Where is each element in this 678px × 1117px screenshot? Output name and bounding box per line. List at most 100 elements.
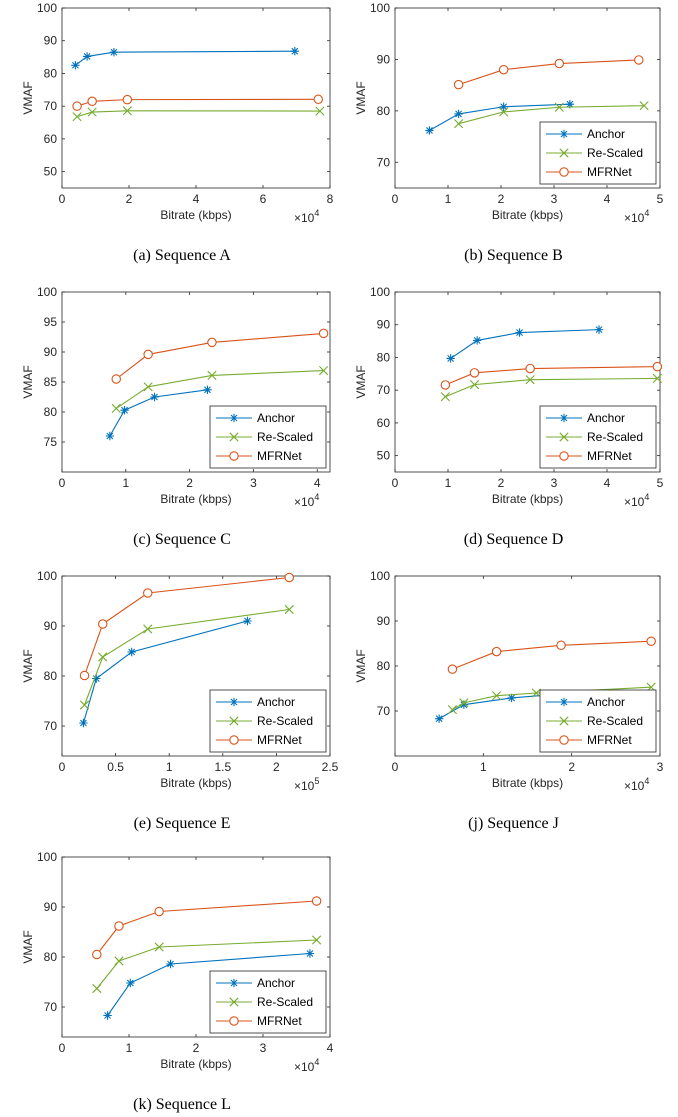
x-tick-label: 5 — [657, 192, 664, 206]
figure-caption: (c) Sequence C — [133, 531, 231, 548]
y-tick-label: 100 — [37, 569, 57, 583]
legend-entry-label: Re-Scaled — [587, 430, 643, 444]
legend: Anchor Re-Scaled MFRNet — [539, 689, 657, 753]
x-tick-label: 2 — [568, 760, 575, 774]
legend-entry-label: Anchor — [587, 411, 625, 425]
x-tick-label: 2.5 — [322, 760, 339, 774]
x-tick-label: 0 — [59, 192, 66, 206]
data-point — [290, 47, 300, 56]
series-line — [76, 110, 320, 118]
data-point — [639, 101, 649, 111]
legend: Anchor Re-Scaled MFRNet — [209, 689, 327, 753]
data-point — [143, 349, 153, 360]
y-tick-label: 80 — [44, 950, 58, 964]
data-point — [440, 392, 450, 402]
x-multiplier-exponent: 4 — [314, 1057, 319, 1067]
y-tick-label: 100 — [37, 1, 57, 15]
y-tick-label: 80 — [44, 66, 58, 80]
data-point — [507, 693, 516, 703]
x-tick-label: 0 — [392, 476, 399, 490]
legend: Anchor Re-Scaled MFRNet — [209, 405, 327, 469]
legend-swatch-marker — [559, 716, 569, 726]
data-point — [646, 636, 656, 646]
data-point — [87, 96, 97, 107]
x-multiplier-exponent: 4 — [644, 208, 649, 218]
x-axis-multiplier: ×104 — [294, 492, 319, 509]
y-axis-label: VMAF — [354, 81, 368, 114]
series-line — [115, 370, 324, 409]
x-multiplier-base: ×10 — [294, 1060, 315, 1074]
data-point — [446, 354, 455, 363]
y-axis-label: VMAF — [354, 365, 368, 398]
x-tick-label: 2 — [186, 476, 193, 490]
data-point — [105, 431, 115, 441]
x-axis-multiplier: ×104 — [624, 776, 649, 793]
legend-entry-label: Anchor — [257, 411, 295, 425]
legend-entry-label: Re-Scaled — [587, 146, 643, 160]
y-tick-label: 100 — [37, 285, 57, 299]
y-tick-label: 100 — [370, 569, 390, 583]
data-point — [109, 47, 119, 57]
data-point — [87, 107, 97, 117]
legend-swatch-marker — [229, 697, 239, 707]
legend-swatch-marker — [559, 432, 569, 442]
y-tick-label: 90 — [44, 619, 58, 633]
x-tick-label: 0.5 — [107, 760, 124, 774]
series-line — [83, 576, 290, 676]
legend-swatch-marker — [229, 997, 239, 1007]
data-point — [554, 102, 564, 112]
x-tick-label: 3 — [551, 476, 558, 490]
x-tick-label: 5 — [657, 476, 664, 490]
x-tick-label: 1.5 — [214, 760, 231, 774]
data-point — [92, 949, 102, 960]
data-point — [203, 385, 212, 394]
y-tick-label: 90 — [44, 345, 58, 359]
data-point — [79, 718, 88, 728]
data-point — [243, 616, 252, 626]
x-tick-label: 2 — [498, 192, 505, 206]
y-tick-label: 80 — [377, 104, 391, 118]
figure-caption: (e) Sequence E — [134, 815, 231, 832]
data-point — [515, 328, 524, 337]
data-point — [126, 978, 135, 988]
x-axis-label: Bitrate (kbps) — [160, 776, 231, 790]
data-point — [491, 691, 502, 701]
y-tick-label: 70 — [44, 719, 58, 733]
x-axis-label: Bitrate (kbps) — [160, 1057, 231, 1071]
data-point — [454, 109, 463, 119]
series-line — [438, 694, 550, 720]
series-line — [450, 329, 600, 359]
legend: Anchor Re-Scaled MFRNet — [539, 405, 657, 469]
legend-entry-label: MFRNet — [257, 1014, 302, 1028]
legend-swatch-marker — [229, 735, 239, 745]
figure-caption: (a) Sequence A — [133, 247, 231, 264]
x-axis-multiplier: ×104 — [624, 208, 649, 225]
data-point — [111, 403, 121, 413]
x-axis-multiplier: ×104 — [624, 492, 649, 509]
data-point — [71, 61, 80, 70]
y-axis-label: VMAF — [354, 649, 368, 682]
data-point — [447, 664, 458, 674]
x-axis-label: Bitrate (kbps) — [160, 492, 231, 506]
x-multiplier-base: ×10 — [624, 779, 645, 793]
data-point — [472, 336, 482, 345]
x-tick-label: 4 — [327, 1041, 334, 1055]
data-point — [498, 64, 509, 75]
x-multiplier-base: ×10 — [294, 779, 315, 793]
series-line — [107, 952, 310, 1016]
x-axis-label: Bitrate (kbps) — [492, 492, 563, 506]
legend-swatch-marker — [559, 451, 569, 461]
series-line — [458, 59, 639, 86]
legend-entry-label: Re-Scaled — [257, 714, 313, 728]
figure-caption: (k) Sequence L — [133, 1096, 231, 1113]
data-point — [453, 79, 464, 90]
data-point — [554, 58, 565, 69]
data-point — [459, 698, 469, 708]
legend-swatch-marker — [229, 413, 239, 423]
data-point — [318, 328, 329, 339]
series-line — [75, 50, 295, 66]
x-tick-label: 4 — [193, 192, 200, 206]
data-point — [98, 652, 108, 662]
legend-swatch-marker — [229, 1016, 239, 1026]
